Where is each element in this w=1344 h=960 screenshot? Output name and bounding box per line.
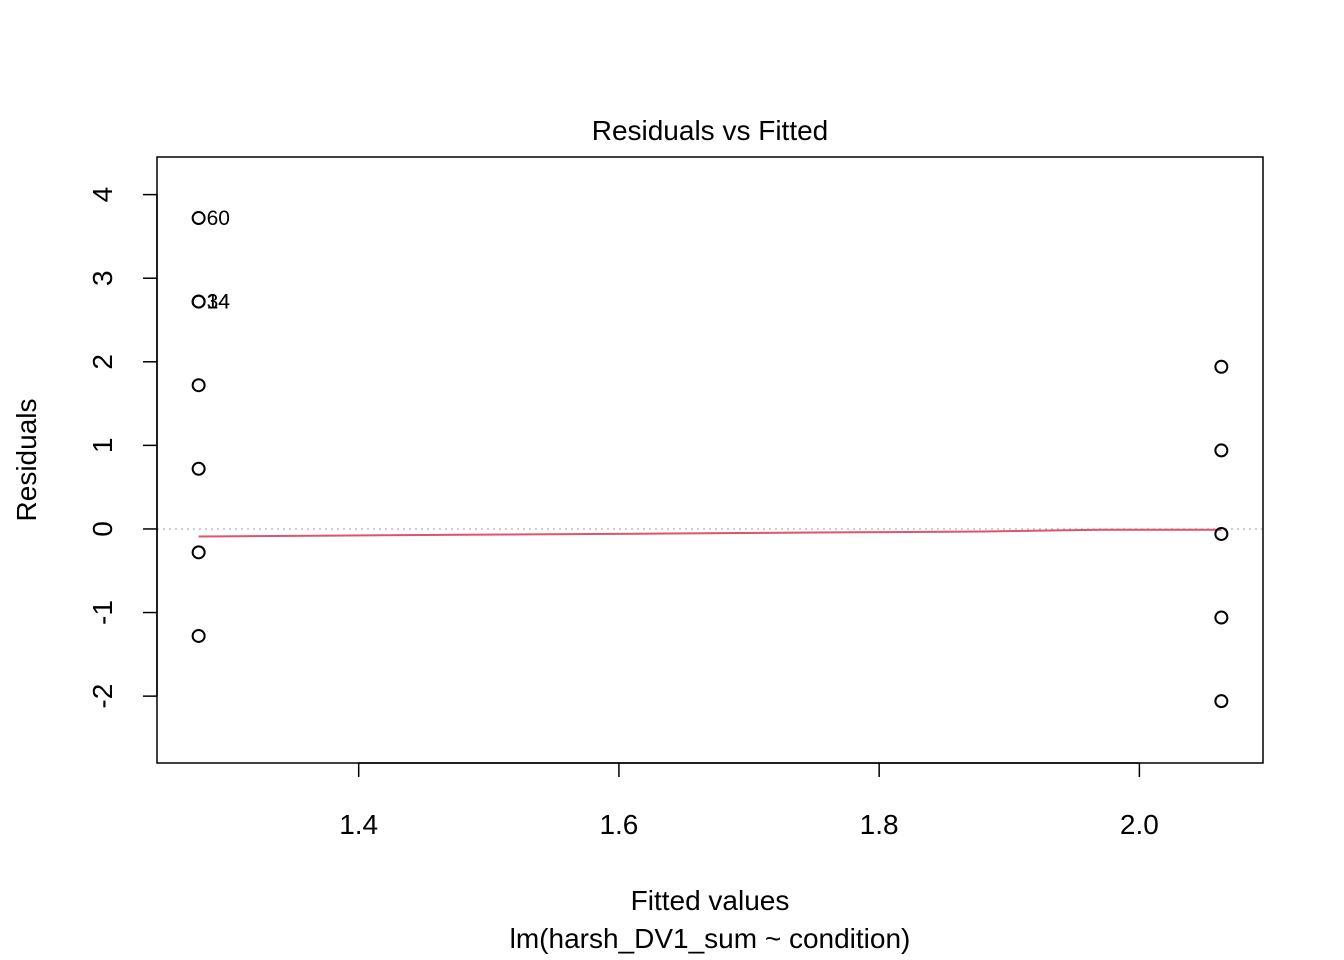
- x-tick-label: 1.4: [339, 809, 378, 840]
- y-tick-label: -2: [87, 684, 118, 709]
- x-tick-label: 1.6: [599, 809, 638, 840]
- data-point: [1214, 694, 1229, 709]
- x-axis: 1.4 1.6 1.8 2.0: [339, 762, 1159, 840]
- y-tick-label: 4: [87, 187, 118, 203]
- smoother-line: [198, 528, 1222, 538]
- plot-frame: [156, 156, 1264, 764]
- y-axis-label: Residuals: [11, 399, 42, 522]
- point-label: 34: [207, 291, 231, 314]
- data-point: [191, 461, 206, 476]
- point-label: 60: [207, 207, 230, 230]
- y-axis: -2 -1 0 1 2 3 4: [87, 187, 158, 709]
- data-point: [1214, 443, 1229, 458]
- x-tick-label: 1.8: [860, 809, 899, 840]
- x-axis-label: Fitted values: [631, 885, 790, 916]
- x-tick-label: 2.0: [1120, 809, 1159, 840]
- data-point: [1214, 526, 1229, 541]
- y-tick-label: 1: [87, 438, 118, 454]
- data-point: [1214, 610, 1229, 625]
- data-point: [191, 628, 206, 643]
- data-point: [191, 294, 206, 309]
- chart-title: Residuals vs Fitted: [592, 115, 829, 146]
- y-tick-label: 2: [87, 354, 118, 370]
- y-tick-label: -1: [87, 600, 118, 625]
- data-point: [191, 545, 206, 560]
- y-tick-label: 3: [87, 270, 118, 286]
- data-point: [191, 211, 206, 226]
- point-label: 14: [207, 291, 231, 314]
- data-point: [191, 378, 206, 393]
- points-layer: [191, 211, 1229, 709]
- data-point: [1214, 359, 1229, 374]
- y-tick-label: 0: [87, 521, 118, 537]
- model-formula-subtitle: lm(harsh_DV1_sum ~ condition): [510, 923, 911, 954]
- smoother-layer: [198, 528, 1222, 538]
